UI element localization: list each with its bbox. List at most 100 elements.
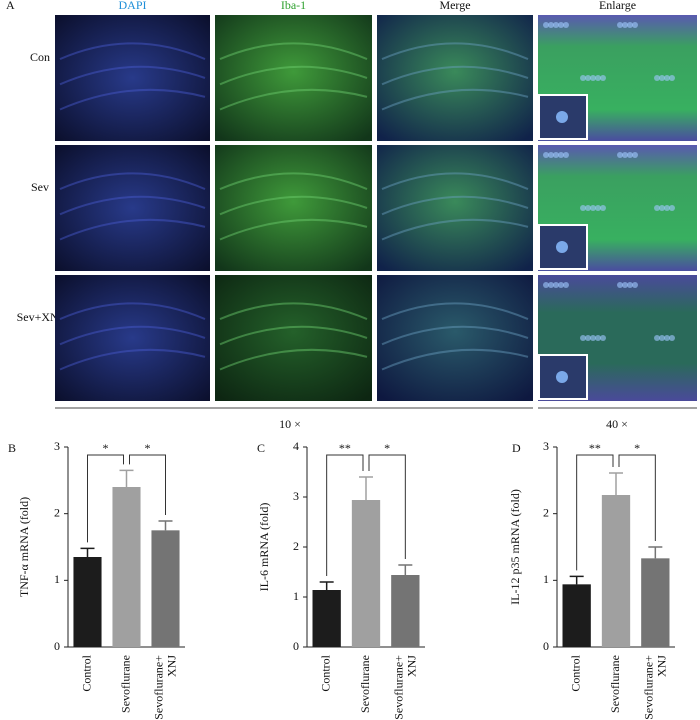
tissue-layer <box>59 302 206 321</box>
scale-label: 10 × <box>279 417 301 431</box>
cell <box>590 205 596 211</box>
cell <box>543 282 549 288</box>
significance-label: * <box>384 441 390 455</box>
cell <box>548 282 554 288</box>
y-tick-label: 2 <box>293 539 299 553</box>
tissue-layer <box>59 172 206 191</box>
tissue-layer <box>381 65 529 86</box>
column-header: Iba-1 <box>281 0 306 12</box>
error-bar <box>398 564 413 575</box>
significance-label: ** <box>589 441 601 455</box>
tissue-layer <box>219 172 368 191</box>
x-tick-label: Sevoflurane+ XNJ <box>391 655 418 720</box>
cell <box>590 75 596 81</box>
tissue-layer <box>381 302 529 321</box>
y-tick-label: 3 <box>54 439 60 453</box>
cell <box>659 75 665 81</box>
cell <box>595 75 601 81</box>
cell <box>632 152 638 158</box>
bar <box>351 500 381 647</box>
panel-label: A <box>6 0 15 12</box>
cell <box>627 282 633 288</box>
cell <box>654 75 660 81</box>
micrograph <box>215 275 372 401</box>
micrograph <box>55 145 210 271</box>
bar <box>641 558 670 647</box>
significance-label: * <box>145 441 151 455</box>
cell <box>558 22 564 28</box>
tissue-layer <box>381 42 529 61</box>
y-tick-label: 4 <box>293 439 299 453</box>
significance-bracket <box>576 454 614 571</box>
micrograph <box>377 15 533 141</box>
inset-cell <box>556 371 568 383</box>
significance-bracket <box>368 454 406 559</box>
error-bar <box>80 547 95 557</box>
micrograph <box>55 275 210 401</box>
cell <box>627 22 633 28</box>
cell <box>558 152 564 158</box>
inset-cell <box>556 111 568 123</box>
cell <box>654 335 660 341</box>
scale-label: 40 × <box>606 417 628 431</box>
cell <box>563 282 569 288</box>
column-header: Merge <box>439 0 470 12</box>
tissue-layer <box>381 195 529 216</box>
y-tick-label: 0 <box>54 639 60 653</box>
cell <box>664 205 670 211</box>
bar <box>73 557 102 647</box>
error-bar <box>359 476 373 500</box>
cell <box>553 152 559 158</box>
column-header: Enlarge <box>599 0 636 12</box>
tissue-layer <box>59 88 206 111</box>
significance-label: * <box>634 441 640 455</box>
tissue-layer <box>59 218 206 241</box>
error-bar <box>119 469 134 487</box>
tissue-layer <box>219 302 368 321</box>
significance-bracket <box>326 454 364 576</box>
cell <box>543 22 549 28</box>
y-tick-label: 1 <box>543 572 549 586</box>
panel-label: D <box>512 441 521 455</box>
micrograph <box>377 145 533 271</box>
error-bar <box>609 472 623 495</box>
significance-bracket <box>618 454 656 541</box>
tissue-layer <box>219 42 368 61</box>
tissue-layer <box>219 88 368 111</box>
row-label: Sev+XNJ <box>17 310 64 324</box>
cell <box>654 205 660 211</box>
bar <box>112 487 141 647</box>
tissue-layer <box>381 325 529 346</box>
cell <box>632 282 638 288</box>
cell <box>580 75 586 81</box>
tissue-layer <box>219 348 368 371</box>
y-tick-label: 2 <box>54 505 60 519</box>
cell <box>664 335 670 341</box>
tissue-layer <box>219 218 368 241</box>
row-label: Con <box>30 50 50 64</box>
y-tick-label: 0 <box>543 639 549 653</box>
error-bar <box>319 581 334 590</box>
tissue-layer <box>59 348 206 371</box>
bar <box>391 575 420 647</box>
y-tick-label: 1 <box>293 589 299 603</box>
cell <box>600 335 606 341</box>
cell <box>595 335 601 341</box>
error-bar <box>158 520 173 531</box>
x-tick-label: Sevoflurane+ XNJ <box>641 655 668 720</box>
x-tick-label: Control <box>318 654 332 691</box>
tissue-layer <box>59 325 206 346</box>
cell <box>632 22 638 28</box>
cell <box>627 152 633 158</box>
cell <box>617 282 623 288</box>
micrograph <box>55 15 210 141</box>
cell <box>659 335 665 341</box>
cell <box>563 22 569 28</box>
panel-label: C <box>257 441 265 455</box>
panel-label: B <box>8 441 16 455</box>
y-tick-label: 1 <box>54 572 60 586</box>
significance-label: * <box>103 441 109 455</box>
bar <box>151 530 180 647</box>
micrograph <box>215 145 372 271</box>
